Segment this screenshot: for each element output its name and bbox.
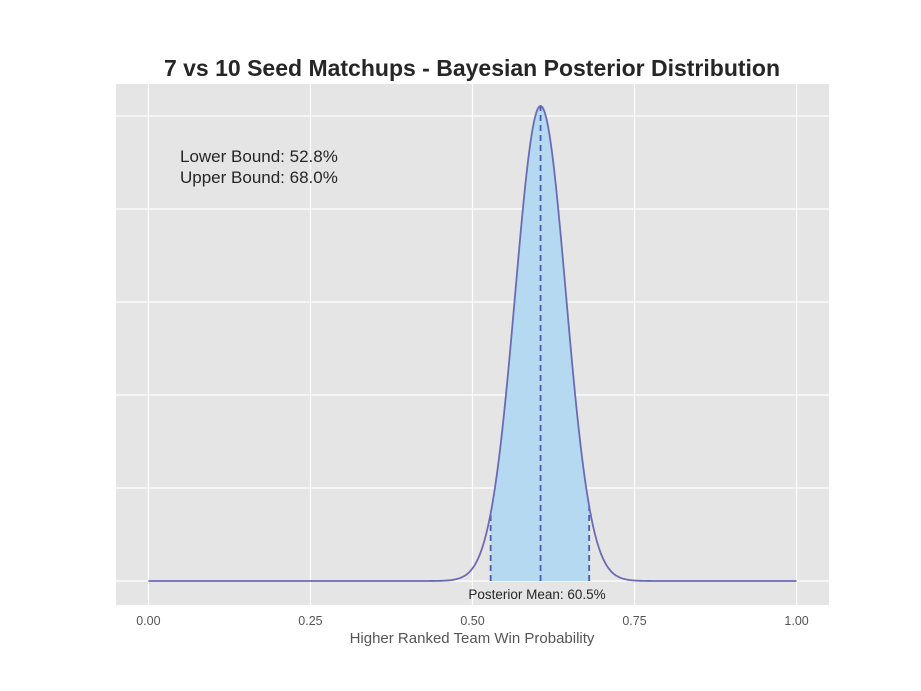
x-tick-label: 0.25: [298, 614, 322, 628]
lower-bound-annotation: Lower Bound: 52.8%: [180, 147, 338, 166]
chart-title: 7 vs 10 Seed Matchups - Bayesian Posteri…: [164, 55, 780, 81]
x-tick-label: 1.00: [784, 614, 808, 628]
credible-interval-fill: [490, 106, 590, 581]
posterior-mean-annotation: Posterior Mean: 60.5%: [468, 587, 605, 602]
x-tick-label: 0.50: [460, 614, 484, 628]
upper-bound-annotation: Upper Bound: 68.0%: [180, 168, 338, 187]
x-tick-label: 0.00: [136, 614, 160, 628]
posterior-curve: [148, 105, 797, 582]
x-tick-label: 0.75: [622, 614, 646, 628]
x-tick-labels: 0.00 0.25 0.50 0.75 1.00: [136, 614, 809, 628]
x-axis-label: Higher Ranked Team Win Probability: [350, 630, 595, 647]
grid-lines: [116, 84, 829, 605]
